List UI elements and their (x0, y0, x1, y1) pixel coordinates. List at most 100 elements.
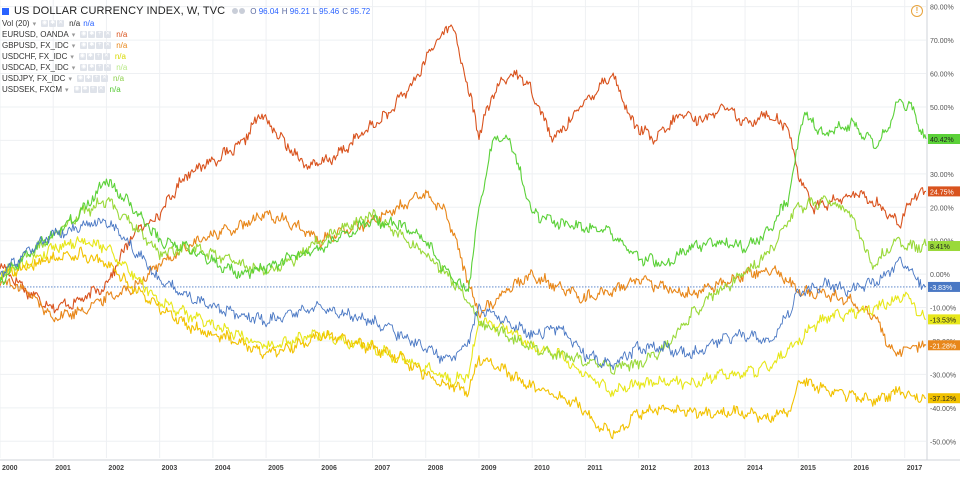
x-tick-label: 2017 (907, 465, 923, 472)
chevron-down-icon[interactable]: ▾ (71, 42, 76, 50)
close-icon[interactable]: ✕ (102, 53, 110, 60)
eye-icon[interactable]: ◉ (80, 42, 88, 49)
gear-icon[interactable]: ✱ (49, 20, 57, 27)
eye-icon[interactable]: ◉ (73, 86, 81, 93)
close-icon[interactable]: ✕ (104, 42, 112, 49)
series-line-usdjpy-fx-idc (0, 195, 927, 375)
legend-value: n/a (112, 74, 125, 83)
chevron-down-icon[interactable]: ▾ (32, 20, 37, 28)
x-tick-label: 2009 (481, 465, 497, 472)
chevron-down-icon[interactable]: ▾ (68, 75, 72, 83)
series-line-usdsek-fxcm (0, 98, 927, 292)
ohlc-close-key: C (342, 6, 348, 16)
x-tick-label: 2016 (853, 465, 869, 472)
y-tick-label: 50.00% (930, 105, 954, 112)
last-value-label: -21.28% (928, 340, 960, 351)
vol-label: Vol (20) (2, 19, 30, 28)
legend-symbol-name: USDSEK, FXCM (2, 85, 63, 94)
vol-value-2: n/a (83, 19, 95, 28)
legend-value: n/a (116, 41, 128, 50)
last-value-label-bg (928, 393, 960, 404)
legend-row[interactable]: USDCHF, FX_IDC ▾ ◉ ✱ + ✕ n/a (2, 51, 370, 62)
gear-icon[interactable] (239, 8, 246, 14)
ohlc-values: O 96.04 H 96.21 L 95.46 C 95.72 (250, 7, 370, 16)
x-tick-label: 2011 (587, 465, 602, 472)
legend-controls: ◉ ✱ + ✕ (78, 53, 110, 60)
plus-icon[interactable]: + (89, 86, 97, 93)
y-tick-label: 60.00% (930, 72, 954, 79)
y-tick-label: 30.00% (930, 172, 954, 179)
last-value-label: -37.12% (928, 393, 960, 404)
legend-row-vol[interactable]: Vol (20) ▾ ◉ ✱ ✕ n/a n/a (2, 18, 370, 29)
legend-row[interactable]: USDCAD, FX_IDC ▾ ◉ ✱ + ✕ n/a (2, 62, 370, 73)
last-value-label-bg (928, 134, 960, 145)
close-icon[interactable]: ✕ (97, 86, 105, 93)
y-tick-label: -50.00% (930, 439, 956, 446)
legend-controls: ◉ ✱ + ✕ (80, 64, 112, 71)
chevron-down-icon[interactable]: ▾ (70, 53, 74, 61)
last-value-label-bg (928, 241, 960, 252)
label-layer: 24.75% -21.28% -13.53% -37.12% 8.41% 40.42% -3… (928, 134, 960, 404)
last-value-label-text: -21.28% (930, 343, 956, 350)
last-value-label-text: -13.53% (930, 317, 956, 324)
legend-controls: ◉ ✱ + ✕ (76, 75, 108, 82)
series-layer (0, 24, 927, 440)
last-value-label-bg (928, 186, 960, 197)
eye-icon[interactable] (232, 8, 239, 14)
legend-value: n/a (116, 30, 128, 39)
chart-title[interactable]: US DOLLAR CURRENCY INDEX, W, TVC (14, 5, 226, 17)
chevron-down-icon[interactable]: ▾ (65, 86, 69, 94)
eye-icon[interactable]: ◉ (80, 31, 88, 38)
plus-icon[interactable]: + (96, 64, 104, 71)
plus-icon[interactable]: + (96, 31, 104, 38)
legend-row[interactable]: GBPUSD, FX_IDC ▾ ◉ ✱ + ✕ n/a (2, 40, 370, 51)
chevron-down-icon[interactable]: ▾ (71, 64, 76, 72)
eye-icon[interactable]: ◉ (80, 64, 88, 71)
title-controls (232, 8, 246, 14)
plus-icon[interactable]: + (96, 42, 104, 49)
ohlc-close-value: 95.72 (350, 6, 371, 16)
plus-icon[interactable]: + (92, 75, 100, 82)
gear-icon[interactable]: ✱ (81, 86, 89, 93)
y-tick-label: -10.00% (930, 306, 956, 313)
x-tick-label: 2013 (694, 465, 710, 472)
legend: US DOLLAR CURRENCY INDEX, W, TVC O 96.04… (2, 4, 370, 95)
vol-value-1: n/a (69, 19, 81, 28)
y-tick-label: 20.00% (930, 205, 954, 212)
gear-icon[interactable]: ✱ (84, 75, 92, 82)
close-icon[interactable]: ✕ (104, 31, 112, 38)
last-value-label-text: 24.75% (930, 189, 954, 196)
legend-row[interactable]: USDJPY, FX_IDC ▾ ◉ ✱ + ✕ n/a (2, 73, 370, 84)
eye-icon[interactable]: ◉ (41, 20, 49, 27)
eye-icon[interactable]: ◉ (76, 75, 84, 82)
eye-icon[interactable]: ◉ (78, 53, 86, 60)
last-value-label: -13.53% (928, 314, 960, 325)
close-icon[interactable]: ✕ (104, 64, 112, 71)
last-value-label: 24.75% (928, 186, 960, 197)
legend-symbol-name: EURUSD, OANDA (2, 30, 69, 39)
close-icon[interactable]: ✕ (100, 75, 108, 82)
legend-row[interactable]: EURUSD, OANDA ▾ ◉ ✱ + ✕ n/a (2, 29, 370, 40)
series-line-eurusd-oanda (0, 24, 926, 314)
warning-icon[interactable]: ! (911, 5, 923, 17)
last-value-label-text: -37.12% (930, 396, 956, 403)
x-tick-label: 2008 (428, 465, 444, 472)
legend-symbol-name: USDJPY, FX_IDC (2, 74, 66, 83)
close-icon[interactable]: ✕ (57, 20, 65, 27)
plus-icon[interactable]: + (94, 53, 102, 60)
y-tick-label: 80.00% (930, 5, 954, 12)
chevron-down-icon[interactable]: ▾ (71, 31, 76, 39)
series-line-usdchf-fx-idc (0, 236, 927, 398)
x-tick-label: 2002 (108, 465, 124, 472)
x-tick-label: 2000 (2, 465, 18, 472)
ohlc-low-key: L (312, 6, 317, 16)
legend-row[interactable]: USDSEK, FXCM ▾ ◉ ✱ + ✕ n/a (2, 84, 370, 95)
gear-icon[interactable]: ✱ (88, 31, 96, 38)
gear-icon[interactable]: ✱ (88, 42, 96, 49)
gear-icon[interactable]: ✱ (86, 53, 94, 60)
y-tick-label: -40.00% (930, 406, 956, 413)
ohlc-high-key: H (281, 6, 288, 16)
last-value-label: 40.42% (928, 134, 960, 145)
gear-icon[interactable]: ✱ (88, 64, 96, 71)
